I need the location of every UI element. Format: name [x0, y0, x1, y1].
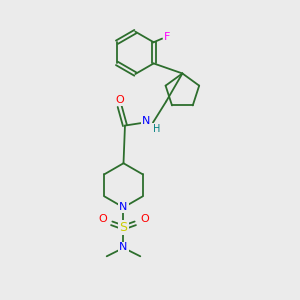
Text: S: S — [119, 221, 128, 234]
Text: O: O — [115, 95, 124, 105]
Text: O: O — [98, 214, 107, 224]
Text: F: F — [164, 32, 170, 42]
Text: O: O — [140, 214, 149, 224]
Text: H: H — [153, 124, 160, 134]
Text: N: N — [119, 202, 128, 212]
Text: N: N — [119, 242, 128, 253]
Text: N: N — [142, 116, 150, 126]
